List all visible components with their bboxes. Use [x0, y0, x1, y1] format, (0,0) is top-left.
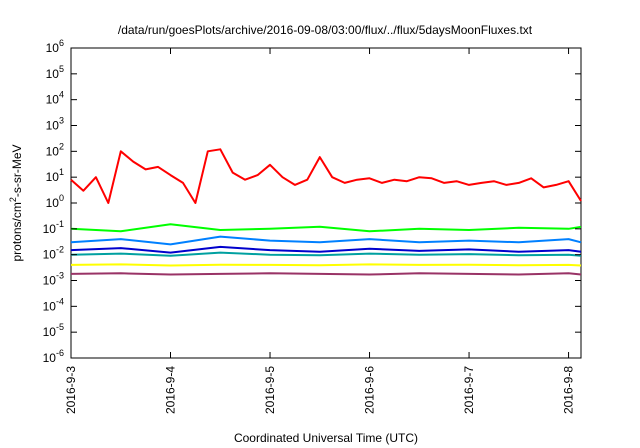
chart-title: /data/run/goesPlots/archive/2016-09-08/0…: [118, 23, 533, 37]
x-tick-label: 2016-9-8: [562, 366, 576, 414]
y-tick-exponent: 1: [59, 167, 64, 177]
y-axis: 10-610-510-410-310-210-11001011021031041…: [43, 38, 581, 365]
y-tick-base: 10: [46, 119, 60, 133]
series-line-3: [70, 235, 582, 246]
plot-frame: [70, 47, 582, 359]
series-line-7: [70, 272, 582, 276]
y-tick-base: 10: [43, 274, 57, 288]
y-tick-exponent: 5: [59, 64, 64, 74]
series-line-5: [70, 251, 582, 257]
x-tick-label: 2016-9-5: [263, 366, 277, 414]
y-tick-label: 101: [46, 167, 64, 184]
y-tick-label: 104: [46, 90, 64, 107]
x-tick-label: 2016-9-4: [164, 366, 178, 414]
y-tick-exponent: -3: [56, 271, 64, 281]
y-tick-label: 10-6: [43, 348, 64, 365]
y-tick-base: 10: [46, 144, 60, 158]
x-axis: 2016-9-3 2016-9-4 2016-9-5 2016-9-6 2016-9-7…: [64, 48, 576, 414]
y-tick-exponent: 0: [59, 193, 64, 203]
y-tick-base: 10: [43, 299, 57, 313]
y-axis-label: protons/cm2-s-sr-MeV: [8, 144, 24, 261]
y-label-base: protons/cm: [10, 202, 24, 261]
y-tick-base: 10: [46, 170, 60, 184]
y-tick-base: 10: [46, 67, 60, 81]
y-label-rest: -s-sr-MeV: [10, 144, 24, 197]
y-tick-base: 10: [46, 196, 60, 210]
series-line-4: [70, 245, 582, 254]
y-tick-exponent: 2: [59, 141, 64, 151]
y-tick-label: 102: [46, 141, 64, 158]
y-tick-label: 105: [46, 64, 64, 81]
y-tick-label: 103: [46, 116, 64, 133]
y-tick-label: 100: [46, 193, 64, 210]
series-layer: [70, 148, 582, 276]
y-tick-exponent: -2: [56, 245, 64, 255]
y-tick-exponent: -5: [56, 322, 64, 332]
y-tick-label: 10-1: [43, 219, 64, 236]
y-tick-exponent: 3: [59, 116, 64, 126]
x-tick-label: 2016-9-6: [363, 366, 377, 414]
y-tick-base: 10: [46, 93, 60, 107]
y-tick-base: 10: [43, 248, 57, 262]
y-tick-exponent: -6: [56, 348, 64, 358]
y-tick-label: 10-5: [43, 322, 64, 339]
series-line-6: [70, 263, 582, 267]
x-tick-label: 2016-9-7: [462, 366, 476, 414]
y-tick-base: 10: [46, 41, 60, 55]
y-tick-base: 10: [43, 351, 57, 365]
y-tick-exponent: 4: [59, 90, 64, 100]
y-tick-label: 10-3: [43, 271, 64, 288]
y-label-sup: 2: [8, 197, 18, 202]
y-tick-exponent: 6: [59, 38, 64, 48]
y-tick-base: 10: [43, 222, 57, 236]
series-line-1: [70, 148, 582, 204]
x-tick-label: 2016-9-3: [64, 366, 78, 414]
x-axis-label: Coordinated Universal Time (UTC): [234, 431, 418, 445]
y-tick-exponent: -1: [56, 219, 64, 229]
y-tick-label: 10-2: [43, 245, 64, 262]
series-line-2: [70, 223, 582, 233]
y-tick-label: 106: [46, 38, 64, 55]
y-tick-exponent: -4: [56, 296, 64, 306]
y-tick-base: 10: [43, 325, 57, 339]
y-tick-label: 10-4: [43, 296, 64, 313]
